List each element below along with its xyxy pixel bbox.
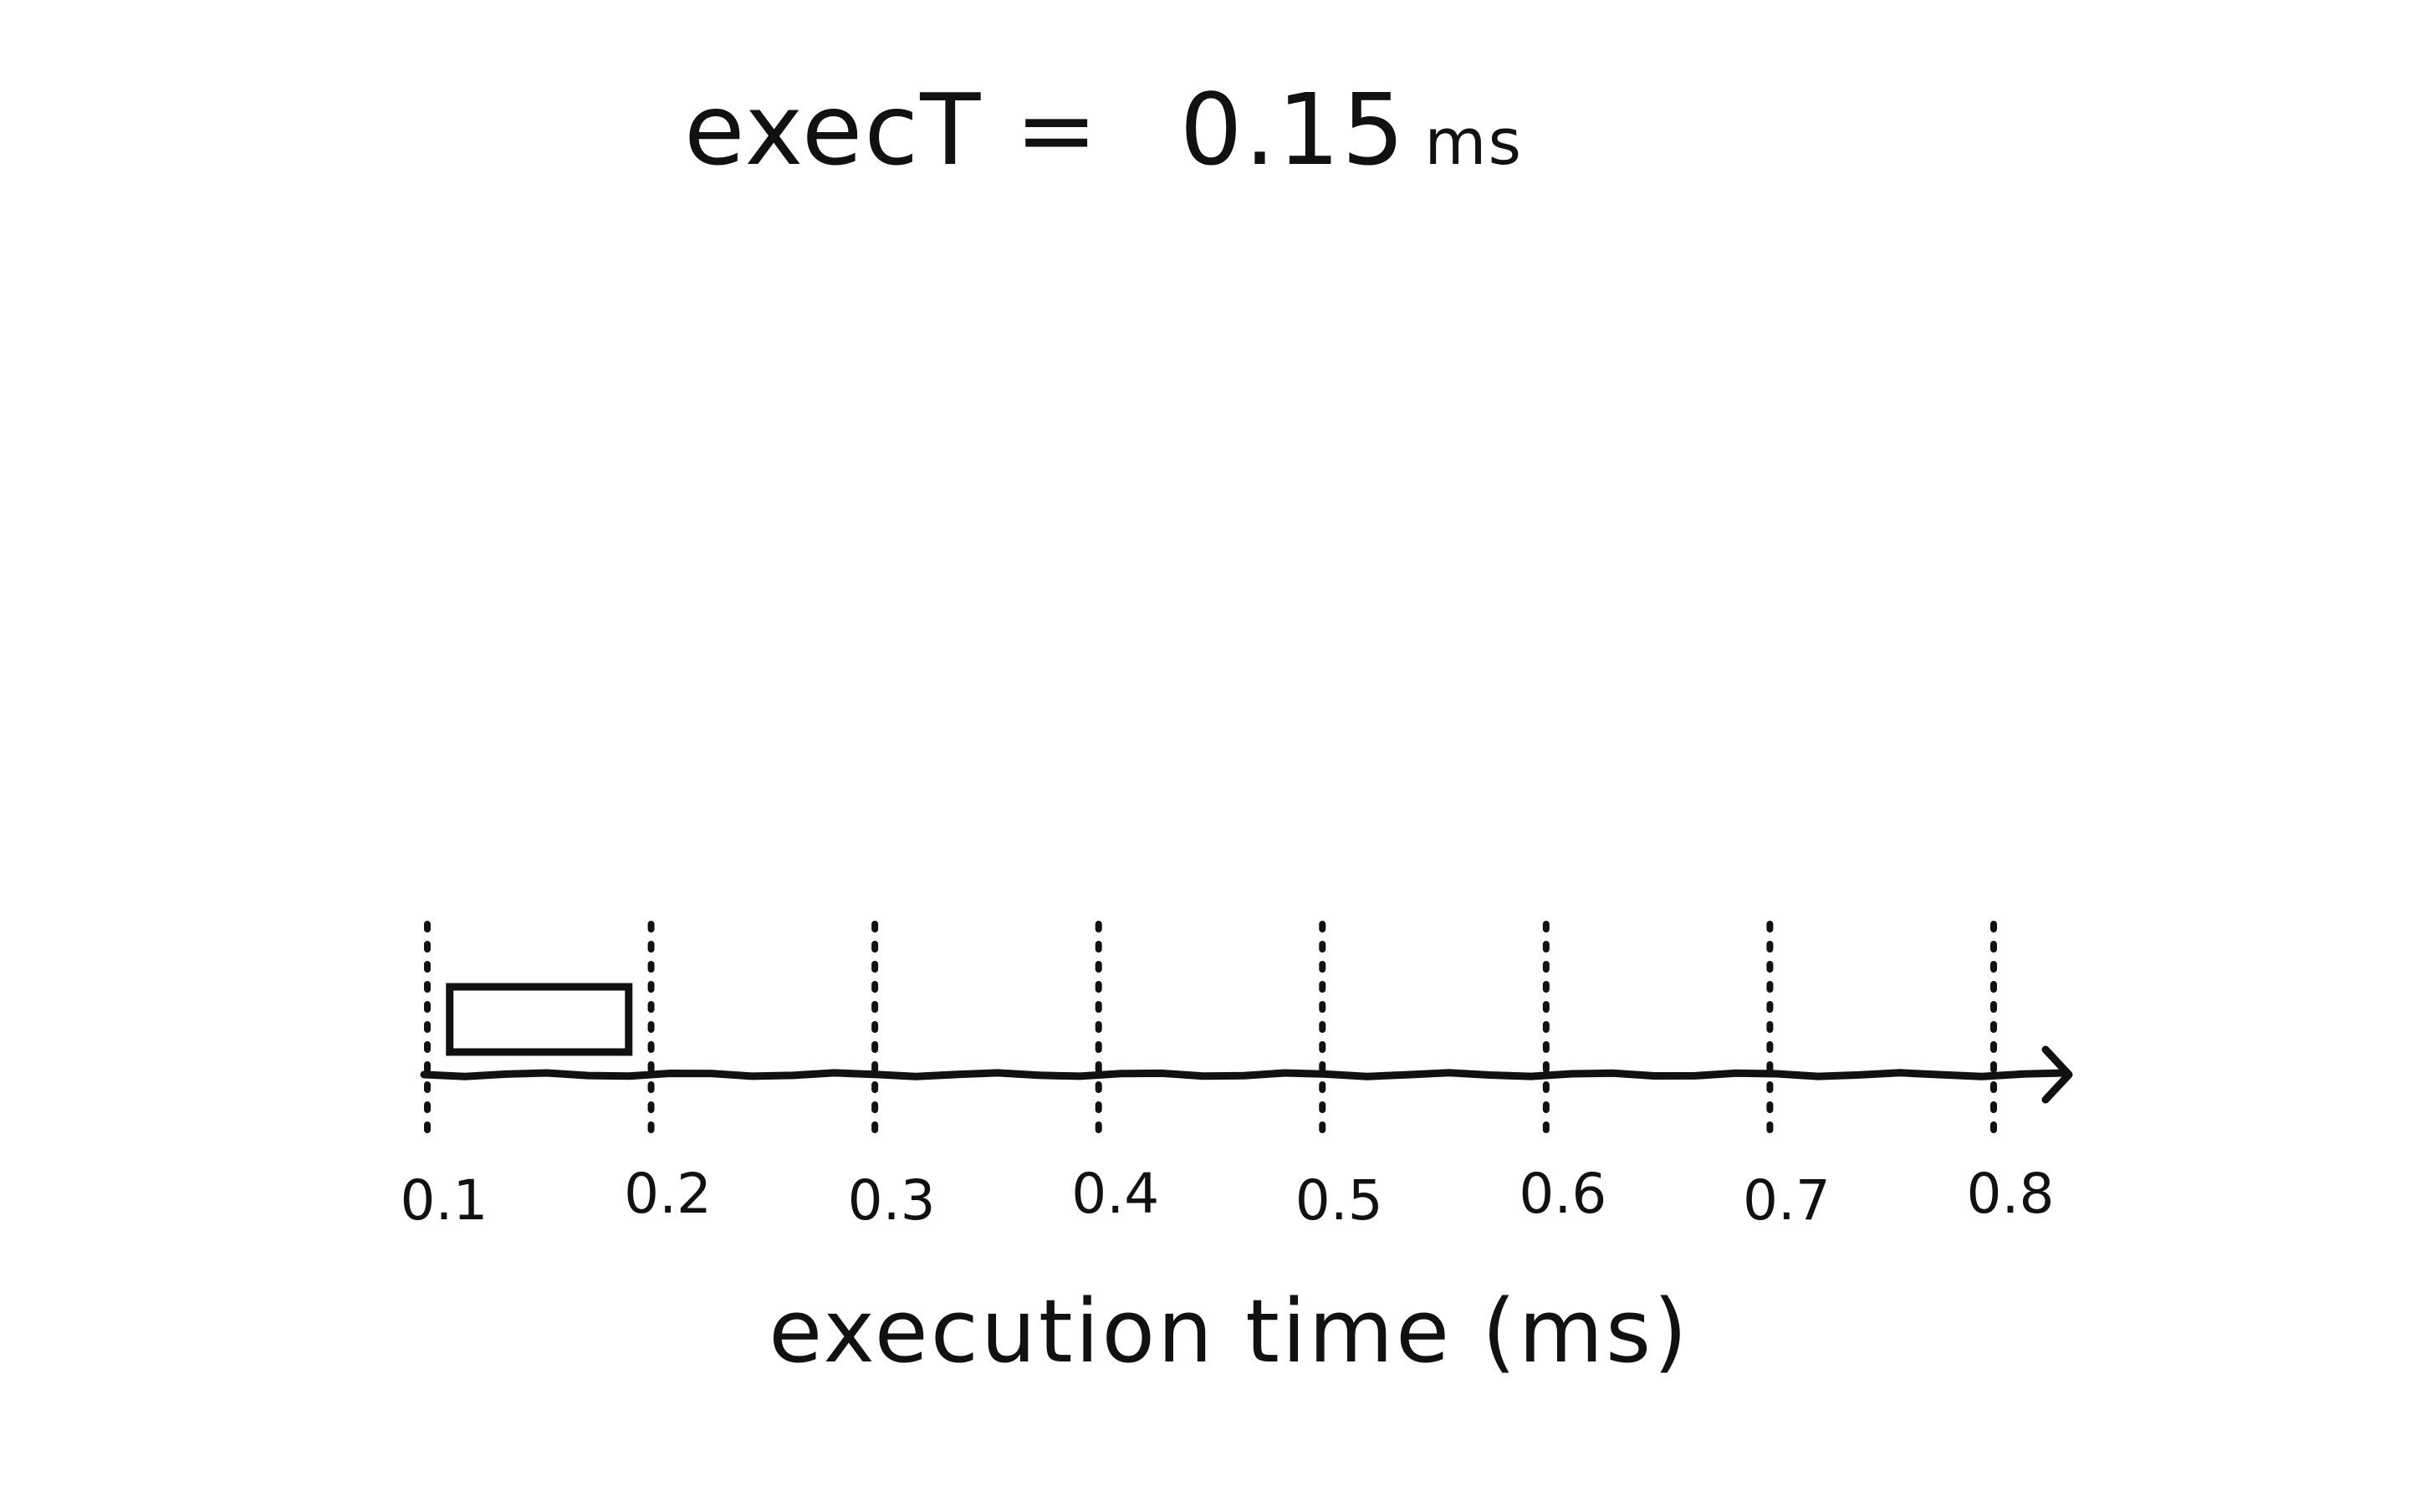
tick-label-0.5: 0.5 (1295, 1168, 1383, 1233)
exec-time-label: execT = (684, 72, 1100, 187)
axis-line (420, 1069, 2068, 1080)
tick-labels: 0.1 0.2 0.3 0.4 0.5 0.6 0.7 0.8 (401, 1162, 2055, 1233)
tick-label-0.7: 0.7 (1743, 1168, 1831, 1233)
tick-label-0.6: 0.6 (1519, 1162, 1606, 1226)
tick-label-0.8: 0.8 (1967, 1162, 2055, 1226)
tick-label-0.3: 0.3 (848, 1168, 936, 1233)
exec-time-heading: execT = 0.15 ms (684, 80, 1523, 179)
tick-gridlines (424, 921, 1997, 1141)
execution-time-bar (446, 983, 633, 1056)
exec-time-value: 0.15 (1179, 72, 1407, 187)
axis-arrowhead (2041, 1045, 2073, 1104)
axis-title: execution time (ms) (769, 1280, 1690, 1382)
tick-label-0.1: 0.1 (401, 1168, 488, 1233)
tick-label-0.4: 0.4 (1071, 1162, 1159, 1226)
exec-time-unit: ms (1424, 105, 1524, 179)
tick-label-0.2: 0.2 (624, 1162, 712, 1226)
